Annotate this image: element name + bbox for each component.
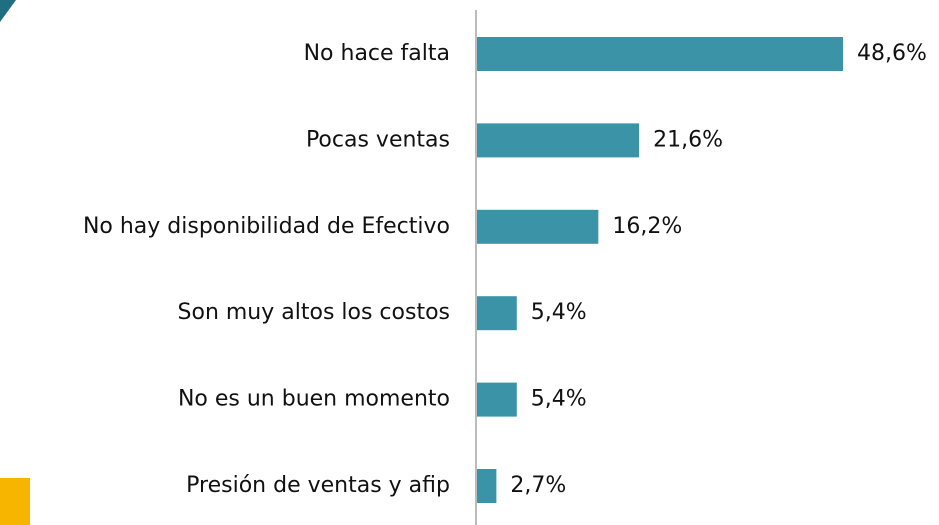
- bar: [477, 382, 517, 417]
- value-label: 21,6%: [653, 127, 723, 152]
- category-label: No hace falta: [304, 41, 450, 66]
- bar: [477, 209, 599, 244]
- value-label: 16,2%: [612, 214, 682, 239]
- bar: [477, 123, 640, 158]
- value-label: 2,7%: [510, 473, 566, 498]
- value-label: 5,4%: [531, 300, 587, 325]
- category-label: No hay disponibilidad de Efectivo: [83, 214, 450, 239]
- bar: [477, 37, 843, 71]
- category-label: Pocas ventas: [306, 127, 450, 152]
- value-label: 48,6%: [857, 41, 927, 66]
- category-label: Presión de ventas y afip: [186, 473, 450, 498]
- bar: [477, 469, 497, 503]
- value-label: 5,4%: [531, 387, 587, 412]
- corner-decoration: [0, 0, 16, 22]
- category-label: No es un buen momento: [178, 387, 450, 412]
- category-label: Son muy altos los costos: [178, 300, 450, 325]
- corner-decoration: [0, 478, 30, 525]
- bar: [477, 296, 517, 331]
